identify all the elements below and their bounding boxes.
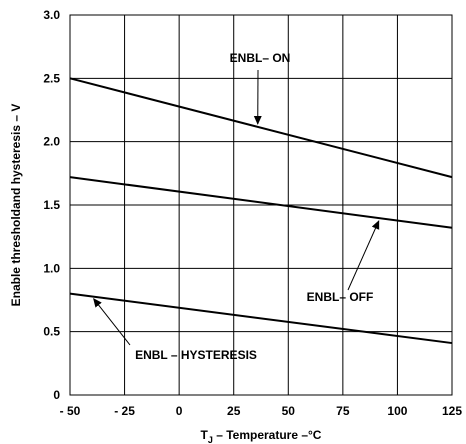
series-line: [69, 77, 453, 179]
x-axis-label: TJ – Temperature –°C: [201, 428, 322, 444]
x-tick-label: 25: [227, 404, 241, 418]
x-tick-label: 75: [336, 404, 350, 418]
y-tick-label: 2.5: [43, 71, 60, 85]
series-annotations: ENBL– ON ENBL– OFF ENBL – HYSTERESIS: [93, 51, 380, 362]
y-tick-labels: 0 0.5 1.0 1.5 2.0 2.5 3.0: [43, 8, 60, 402]
annotation-label: ENBL– ON: [230, 51, 291, 65]
y-axis-label: Enable thresholdand hysteresis – V: [9, 104, 23, 307]
x-tick-label: 50: [282, 404, 296, 418]
x-tick-label: - 50: [60, 404, 81, 418]
x-tick-label: 0: [176, 404, 183, 418]
x-tick-label: - 25: [114, 404, 135, 418]
y-tick-label: 3.0: [43, 8, 60, 22]
gridlines: [69, 14, 453, 396]
y-tick-label: 1.0: [43, 261, 60, 275]
y-tick-label: 0.5: [43, 325, 60, 339]
x-tick-label: 100: [387, 404, 407, 418]
annotation-label: ENBL– OFF: [307, 290, 374, 304]
annotation-arrow: [93, 298, 131, 346]
y-tick-label: 2.0: [43, 135, 60, 149]
series-lines: [69, 77, 453, 345]
annotation-arrow: [347, 220, 380, 291]
x-tick-label: 125: [442, 404, 462, 418]
annotation-label: ENBL – HYSTERESIS: [135, 348, 257, 362]
series-line: [69, 176, 453, 229]
plot-area-frame: [69, 14, 453, 396]
y-tick-label: 1.5: [43, 198, 60, 212]
series-line: [69, 292, 453, 345]
x-tick-labels: - 50 - 25 0 25 50 75 100 125: [60, 404, 463, 418]
y-tick-label: 0: [53, 388, 60, 402]
